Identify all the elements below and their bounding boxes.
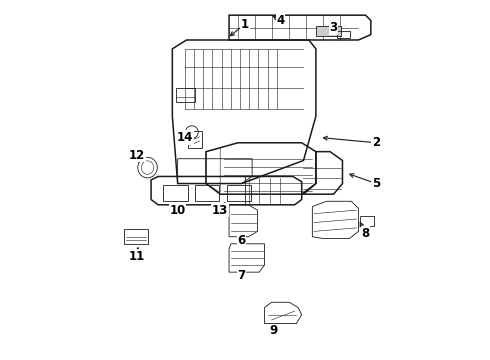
Text: 9: 9 [269, 324, 277, 337]
Text: 11: 11 [129, 250, 145, 263]
Bar [124, 229, 148, 244]
Bar [176, 88, 196, 102]
Text: 6: 6 [237, 234, 245, 247]
Bar [360, 216, 374, 226]
Text: 8: 8 [362, 227, 369, 240]
Bar [337, 31, 349, 38]
Text: 14: 14 [176, 131, 193, 144]
Text: 5: 5 [372, 177, 380, 190]
Text: 4: 4 [276, 14, 285, 27]
Text: 3: 3 [330, 21, 338, 34]
Text: 13: 13 [212, 204, 228, 217]
Bar [164, 185, 188, 201]
Text: 1: 1 [241, 18, 249, 31]
Text: 7: 7 [237, 269, 245, 282]
Bar [188, 131, 202, 148]
Bar [227, 185, 251, 201]
Text: 12: 12 [129, 149, 145, 162]
Text: 10: 10 [170, 204, 186, 217]
Bar [196, 185, 220, 201]
Bar [316, 26, 341, 36]
Text: 2: 2 [372, 136, 380, 149]
